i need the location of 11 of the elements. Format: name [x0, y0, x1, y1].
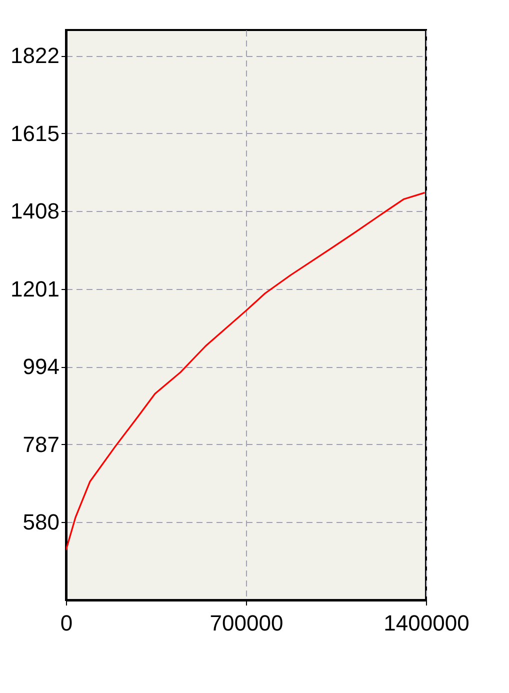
line-series: [66, 192, 426, 551]
x-tick-label: 0: [60, 610, 73, 636]
y-tick-label: 1408: [10, 198, 60, 224]
y-tick-label: 1615: [10, 120, 60, 146]
y-tick-label: 580: [22, 510, 60, 535]
y-tick-label: 1201: [10, 276, 60, 302]
y-tick-label: 1822: [10, 43, 60, 68]
x-tick-label: 1400000: [384, 610, 470, 636]
y-tick-label: 994: [22, 354, 60, 380]
x-tick-label: 700000: [210, 610, 284, 636]
y-tick-label: 787: [22, 432, 60, 457]
